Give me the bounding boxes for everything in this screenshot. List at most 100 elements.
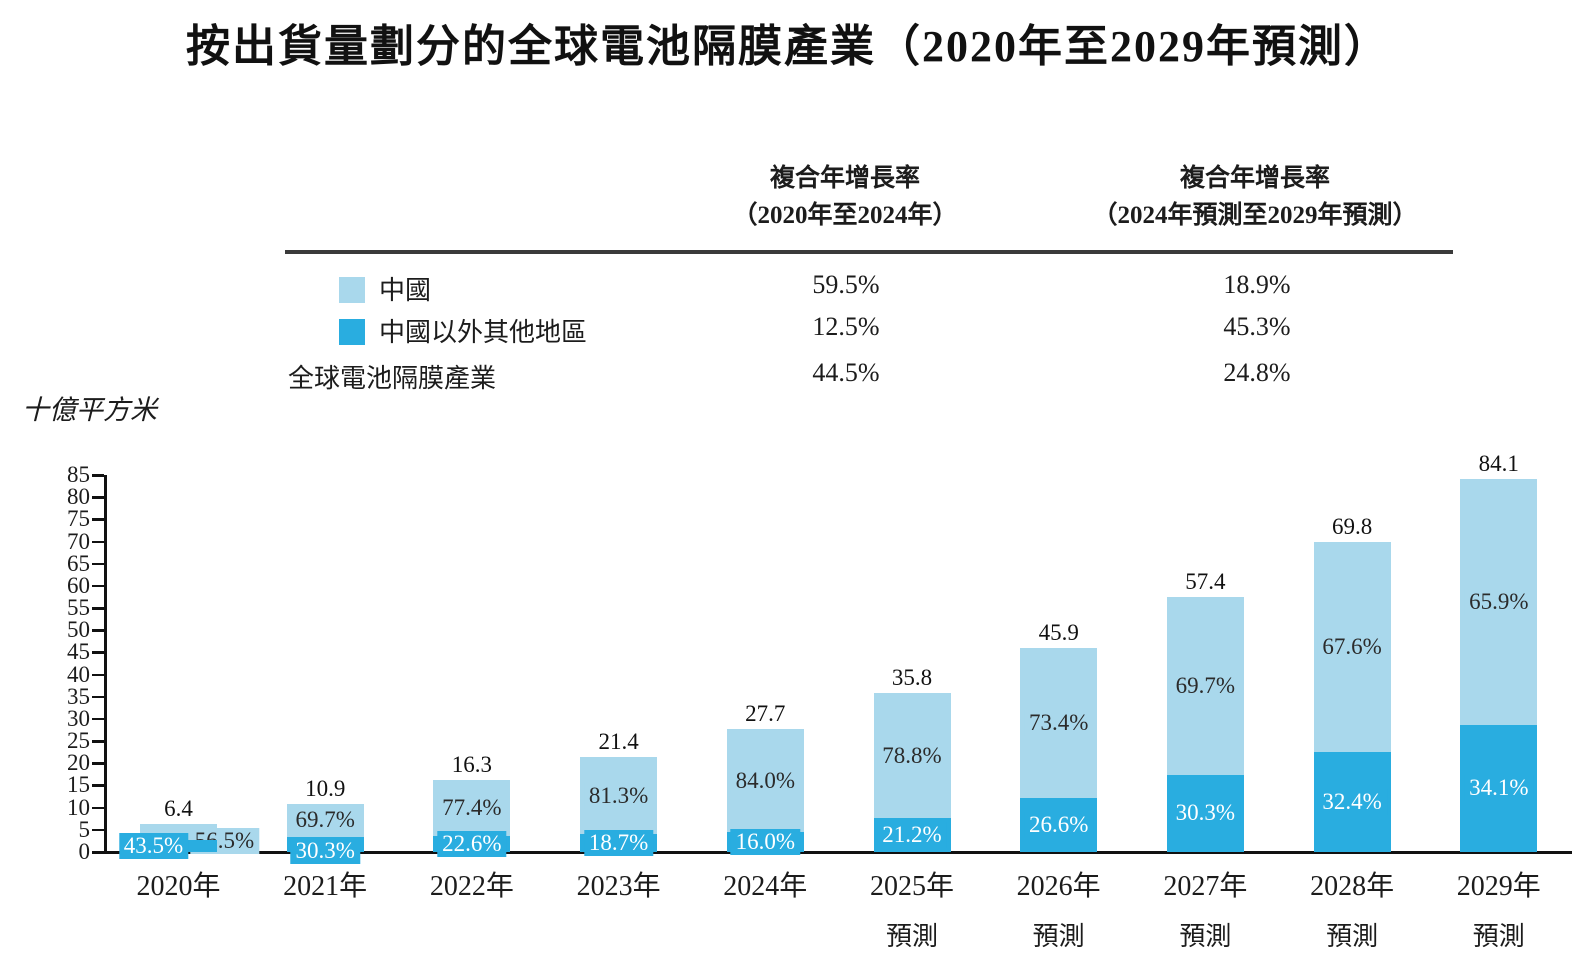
non-china-cagr-2024-2029: 45.3% <box>1223 312 1291 341</box>
y-tick-mark <box>92 607 104 610</box>
bar-2027年: 57.4 69.7% 30.3% <box>1166 570 1244 852</box>
bar-total-label: 16.3 <box>451 751 493 777</box>
non-china-share-label: 22.6% <box>437 830 507 857</box>
table-top-rule <box>285 250 1453 254</box>
x-axis-label-2028: 2028年 <box>1310 871 1395 902</box>
y-tick-label: 65 <box>67 550 90 576</box>
legend-label-non-china: 中國以外其他地區 <box>379 318 588 347</box>
y-axis-unit-label: 十億平方米 <box>22 395 157 425</box>
y-tick-label: 75 <box>67 506 90 532</box>
cagr-header-2020-2024-line2: （2020年至2024年） <box>732 202 958 229</box>
bar-segment-china: 69.7% <box>286 803 364 838</box>
bar-2021年: 10.9 69.7% 30.3% <box>286 776 364 864</box>
x-axis-forecast-label-2026: 預測 <box>1032 922 1085 951</box>
x-axis-label-2024: 2024年 <box>723 871 808 902</box>
y-tick-mark <box>92 673 104 677</box>
y-tick-label: 25 <box>67 728 90 754</box>
bar-total-label: 69.8 <box>1331 514 1373 540</box>
x-axis-label-2023: 2023年 <box>576 871 661 902</box>
y-tick-label: 60 <box>67 572 90 598</box>
y-tick-mark <box>92 740 104 743</box>
y-tick-mark <box>92 651 104 654</box>
bar-2024年: 27.7 84.0% 16.0% <box>726 702 804 856</box>
bar-segment-non-china: 22.6% <box>433 830 511 857</box>
non-china-share-label: 30.3% <box>290 837 360 864</box>
non-china-share-label: 34.1% <box>1464 775 1534 802</box>
y-tick-mark <box>92 806 104 810</box>
x-axis-label-2025: 2025年 <box>869 871 954 902</box>
non-china-share-label: 32.4% <box>1317 788 1387 815</box>
bar-segment-non-china: 26.6% <box>1020 797 1098 852</box>
china-share-label: 77.4% <box>437 794 507 821</box>
y-tick-label: 50 <box>67 617 90 643</box>
y-tick-label: 40 <box>67 661 90 687</box>
y-tick-label: 55 <box>67 595 90 621</box>
x-axis-line <box>104 851 1572 854</box>
y-tick-label: 20 <box>67 750 90 776</box>
non-china-share-label: 30.3% <box>1170 800 1241 827</box>
bar-segment-non-china: 34.1% <box>1460 724 1538 852</box>
bar-segment-non-china: 30.3% <box>1166 774 1244 852</box>
chart-title: 按出貨量劃分的全球電池隔膜產業（2020年至2029年預測） <box>186 22 1390 71</box>
y-tick-mark <box>92 629 104 632</box>
bar-total-label: 35.8 <box>891 665 933 691</box>
bar-total-label: 45.9 <box>1038 620 1079 646</box>
cagr-header-2020-2024: 複合年增長率 （2020年至2024年） <box>690 160 1000 234</box>
bar-2023年: 21.4 81.3% 18.7% <box>580 730 658 857</box>
y-tick-mark <box>92 474 104 477</box>
bar-total-label: 84.1 <box>1478 450 1519 476</box>
china-share-label: 69.7% <box>290 807 360 834</box>
y-tick-label: 45 <box>67 639 90 665</box>
x-axis-forecast-label-2027: 預測 <box>1179 922 1232 951</box>
bar-total-label: 57.4 <box>1185 569 1226 595</box>
cagr-header-2024-2029: 複合年增長率 （2024年預測至2029年預測） <box>1055 160 1455 234</box>
y-tick-mark <box>92 828 104 832</box>
bar-segment-china: 81.3% <box>580 757 658 835</box>
y-tick-mark <box>92 562 104 566</box>
y-tick-label: 5 <box>78 816 91 842</box>
china-share-label: 81.3% <box>583 782 654 809</box>
bar-segment-china: 77.4% <box>433 779 511 836</box>
china-share-label: 73.4% <box>1023 710 1094 737</box>
y-tick-mark <box>92 584 104 588</box>
y-axis-line <box>104 475 107 854</box>
legend-label-china: 中國 <box>379 276 432 305</box>
y-tick-mark <box>92 518 104 521</box>
y-tick-mark <box>92 540 104 544</box>
global-cagr-2020-2024: 44.5% <box>812 358 880 387</box>
non-china-share-label: 16.0% <box>730 829 801 856</box>
x-axis-label-2021: 2021年 <box>283 871 368 902</box>
y-tick-label: 0 <box>78 839 91 864</box>
x-axis-label-2029: 2029年 <box>1456 871 1541 902</box>
cagr-header-2024-2029-line1: 複合年增長率 <box>1179 165 1330 192</box>
y-tick-mark <box>92 496 104 499</box>
y-tick-mark <box>92 762 104 765</box>
bar-segment-china: 69.7% <box>1166 597 1244 775</box>
bar-segment-china: 65.9% <box>1460 478 1538 725</box>
bar-segment-non-china: 16.0% <box>726 829 804 856</box>
bar-2029年: 84.1 65.9% 34.1% <box>1460 451 1538 852</box>
non-china-share-label: 26.6% <box>1023 811 1094 838</box>
x-axis-forecast-label-2025: 預測 <box>885 922 938 951</box>
y-tick-mark <box>92 784 104 787</box>
x-axis-label-2020: 2020年 <box>136 871 221 902</box>
legend-swatch-china <box>339 277 365 303</box>
y-tick-label: 10 <box>67 794 90 820</box>
y-tick-mark <box>92 717 104 721</box>
bar-segment-non-china: 30.3% <box>286 837 364 864</box>
bar-total-label: 10.9 <box>305 775 346 801</box>
bar-2026年: 45.9 73.4% 26.6% <box>1020 621 1098 852</box>
global-cagr-2024-2029: 24.8% <box>1223 358 1291 387</box>
y-tick-mark <box>92 851 104 854</box>
bar-total-label: 27.7 <box>745 701 786 727</box>
bar-segment-non-china: 18.7% <box>580 830 658 857</box>
bar-segment-china: 67.6% <box>1313 542 1391 752</box>
non-china-cagr-2020-2024: 12.5% <box>812 312 880 341</box>
bar-2028年: 69.8 67.6% 32.4% <box>1313 515 1391 852</box>
bar-2020年: 6.4 56.5% 43.5% <box>118 796 260 859</box>
non-china-share-label: 21.2% <box>877 822 947 849</box>
cagr-header-2020-2024-line1: 複合年增長率 <box>769 165 920 192</box>
china-share-label: 78.8% <box>877 742 947 769</box>
